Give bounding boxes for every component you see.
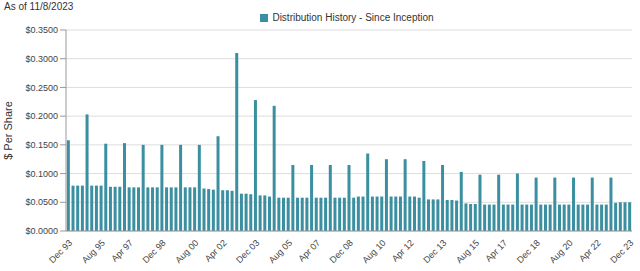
svg-text:$0.3500: $0.3500 <box>25 25 58 35</box>
svg-text:$0.0000: $0.0000 <box>25 226 58 236</box>
svg-text:Apr 17: Apr 17 <box>483 238 509 264</box>
svg-text:Aug 95: Aug 95 <box>80 238 107 265</box>
svg-text:Dec 98: Dec 98 <box>141 238 168 265</box>
html-text:Distribution History - Since I: Distribution History - Since Inception <box>272 12 434 23</box>
svg-text:Apr 12: Apr 12 <box>390 238 416 264</box>
svg-text:Aug 05: Aug 05 <box>267 238 294 265</box>
svg-text:$0.1500: $0.1500 <box>25 140 58 150</box>
svg-text:$0.2000: $0.2000 <box>25 111 58 121</box>
svg-text:Aug 00: Aug 00 <box>173 238 200 265</box>
svg-text:Dec 23: Dec 23 <box>608 238 632 265</box>
html-text:As of 11/8/2023: As of 11/8/2023 <box>4 1 74 12</box>
svg-text:Apr 97: Apr 97 <box>109 238 135 264</box>
svg-text:Dec 08: Dec 08 <box>328 238 355 265</box>
svg-text:Apr 07: Apr 07 <box>296 238 322 264</box>
svg-text:Apr 22: Apr 22 <box>577 238 603 264</box>
svg-text:$0.1000: $0.1000 <box>25 169 58 179</box>
svg-text:Dec 93: Dec 93 <box>47 238 74 265</box>
svg-text:$0.0500: $0.0500 <box>25 197 58 207</box>
svg-text:$0.2500: $0.2500 <box>25 83 58 93</box>
svg-text:Apr 02: Apr 02 <box>203 238 229 264</box>
svg-text:Aug 10: Aug 10 <box>360 238 387 265</box>
svg-text:Aug 15: Aug 15 <box>454 238 481 265</box>
svg-text:Dec 18: Dec 18 <box>515 238 542 265</box>
svg-text:$0.3000: $0.3000 <box>25 54 58 64</box>
svg-text:Dec 03: Dec 03 <box>234 238 261 265</box>
svg-text:$ Per Share: $ Per Share <box>8 101 14 160</box>
svg-text:Aug 20: Aug 20 <box>548 238 575 265</box>
svg-text:Dec 13: Dec 13 <box>421 238 448 265</box>
